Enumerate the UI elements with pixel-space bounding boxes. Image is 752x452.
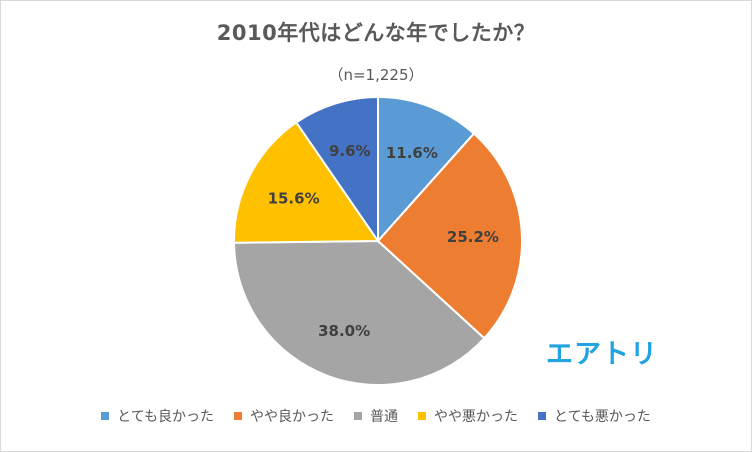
legend-swatch [234, 412, 242, 420]
airtrip-logo: エアトリ [546, 339, 658, 370]
legend-label: 普通 [370, 409, 398, 425]
chart-subtitle: （n=1,225） [328, 66, 424, 84]
data-label-very-bad: 9.6% [329, 142, 371, 160]
data-label-somewhat-bad: 15.6% [268, 189, 320, 207]
chart-legend: とても良かった やや良かった 普通 やや悪かった とても悪かった [0, 406, 752, 426]
legend-item-very-good: とても良かった [101, 406, 214, 426]
legend-label: とても良かった [117, 409, 214, 425]
legend-item-somewhat-bad: やや悪かった [418, 406, 518, 426]
pie-slice-very-good [377, 95, 476, 244]
pie-slice-average [232, 239, 486, 386]
legend-label: とても悪かった [554, 409, 651, 425]
legend-swatch [538, 412, 546, 420]
data-label-very-good: 11.6% [386, 144, 438, 162]
pie-slice-very-bad [294, 95, 379, 245]
legend-item-somewhat-good: やや良かった [234, 406, 334, 426]
pie-slice-somewhat-good [376, 132, 523, 340]
data-label-average: 38.0% [318, 322, 370, 340]
pie-slice-somewhat-bad [233, 121, 380, 244]
legend-item-very-bad: とても悪かった [538, 406, 651, 426]
legend-item-average: 普通 [354, 406, 398, 426]
legend-swatch [418, 412, 426, 420]
legend-swatch [354, 412, 362, 420]
data-label-somewhat-good: 25.2% [447, 228, 499, 246]
legend-swatch [101, 412, 110, 420]
legend-label: やや悪かった [434, 409, 518, 425]
legend-label: やや良かった [250, 409, 334, 425]
chart-title: 2010年代はどんな年でしたか？ [216, 21, 536, 45]
